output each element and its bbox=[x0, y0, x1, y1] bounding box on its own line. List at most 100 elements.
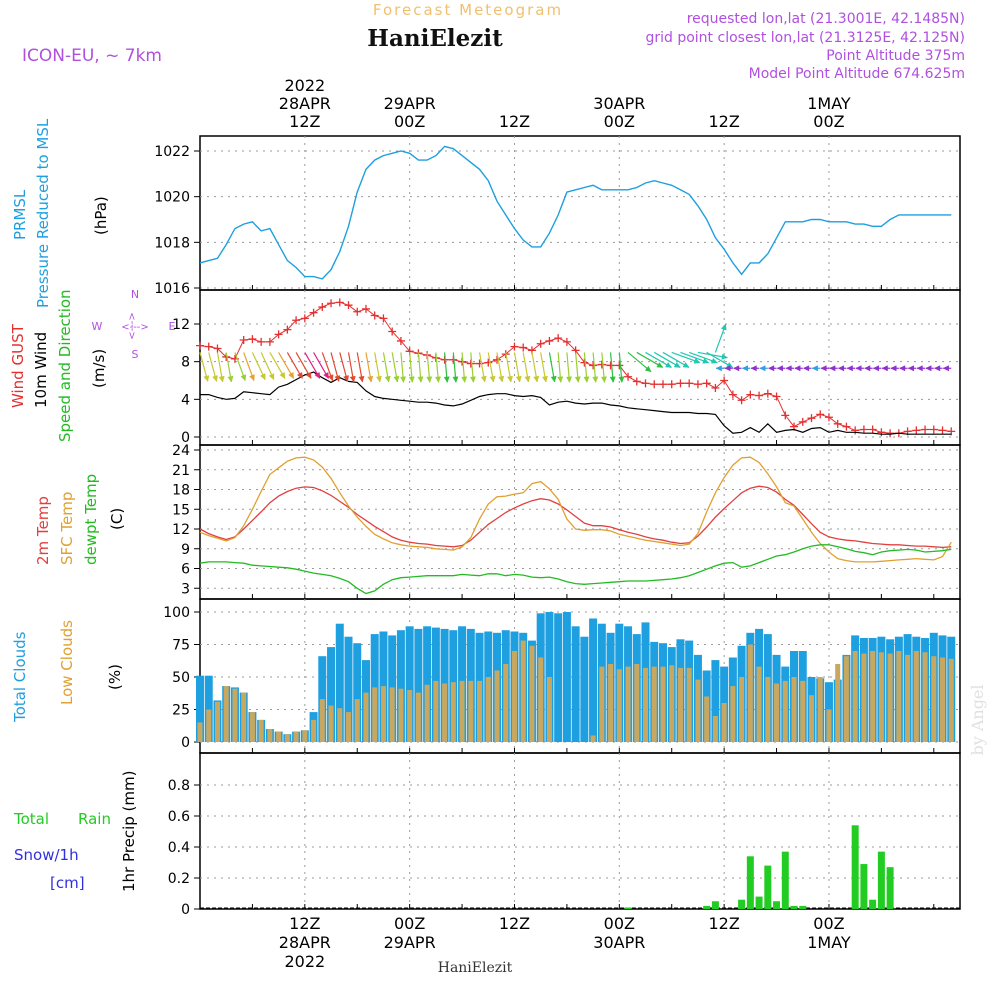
gust-marker bbox=[562, 337, 571, 346]
wind-arrow-head bbox=[846, 365, 853, 372]
wind-direction-label: Speed and Direction bbox=[56, 289, 74, 442]
gust-marker bbox=[702, 379, 711, 388]
low-cloud-bar bbox=[712, 716, 718, 742]
wind-arrow-head bbox=[829, 365, 836, 372]
wind-arrow-head bbox=[693, 357, 701, 364]
gust-marker bbox=[728, 390, 737, 399]
total-cloud-bar bbox=[711, 660, 720, 742]
low-cloud-bar bbox=[354, 699, 360, 742]
wind-arrow-head bbox=[925, 365, 932, 372]
gust-marker bbox=[859, 425, 868, 434]
temp-2m-line bbox=[199, 485, 952, 549]
low-cloud-bar bbox=[843, 656, 849, 742]
gust-marker bbox=[248, 335, 257, 344]
total-cloud-bar bbox=[327, 647, 336, 742]
gust-marker bbox=[816, 410, 825, 419]
gust-marker bbox=[536, 339, 545, 348]
low-cloud-bar bbox=[258, 719, 264, 742]
clouds-y-tick-label: 0 bbox=[181, 735, 190, 751]
wind-arrow-head bbox=[550, 375, 557, 383]
gust-marker bbox=[763, 389, 772, 398]
wind-arrow-head bbox=[600, 376, 607, 383]
gust-marker bbox=[711, 384, 720, 393]
total-cloud-bar bbox=[589, 618, 598, 742]
low-cloud-bar bbox=[765, 677, 771, 742]
temp-sfc-label: SFC Temp bbox=[58, 492, 76, 565]
bottom-time-label: 30APR bbox=[593, 933, 645, 952]
total-cloud-bar bbox=[196, 675, 204, 742]
wind-arrow-head bbox=[916, 365, 923, 372]
gust-marker bbox=[842, 422, 851, 431]
wind-arrow-head bbox=[811, 365, 818, 372]
low-cloud-bar bbox=[800, 680, 806, 742]
temp-y-tick-label: 9 bbox=[181, 542, 190, 558]
gust-marker bbox=[597, 360, 606, 369]
rain-bar bbox=[851, 825, 859, 909]
clouds-y-tick-label: 50 bbox=[172, 670, 190, 686]
total-cloud-bar bbox=[335, 623, 344, 742]
low-cloud-bar bbox=[380, 686, 386, 742]
bottom-time-label: 1MAY bbox=[807, 933, 851, 952]
top-time-label: 00Z bbox=[394, 112, 425, 131]
low-cloud-bar bbox=[878, 652, 884, 742]
top-time-label: 28APR bbox=[279, 94, 331, 113]
temp-y-tick-label: 21 bbox=[172, 463, 190, 479]
low-cloud-bar bbox=[511, 651, 517, 742]
top-time-label: 00Z bbox=[813, 112, 844, 131]
wind-arrow-head bbox=[759, 365, 766, 372]
gust-marker bbox=[361, 304, 370, 313]
gust-marker bbox=[335, 298, 344, 307]
top-title: Forecast Meteogram bbox=[373, 1, 563, 19]
temp-panel: 3 6 9 12 15 18 21 24 bbox=[172, 443, 961, 600]
wind-arrow-head bbox=[750, 365, 757, 372]
gust-marker bbox=[300, 314, 309, 323]
watermark: by Angel bbox=[968, 684, 987, 755]
wind-arrow-head bbox=[541, 375, 548, 383]
top-time-label: 29APR bbox=[384, 94, 436, 113]
temp-y-tick-label: 12 bbox=[172, 522, 190, 538]
low-cloud-bar bbox=[485, 677, 491, 742]
gust-marker bbox=[396, 336, 405, 345]
gust-marker bbox=[327, 299, 336, 308]
gust-marker bbox=[213, 344, 222, 353]
low-cloud-bar bbox=[249, 712, 255, 742]
low-cloud-bar bbox=[774, 683, 780, 742]
pressure-y-tick-label: 1018 bbox=[154, 235, 190, 251]
precip-panel: 0 0.2 0.4 0.6 0.8 bbox=[168, 752, 961, 918]
low-cloud-bar bbox=[311, 719, 317, 742]
wind-arrow-head bbox=[296, 372, 303, 379]
low-cloud-bar bbox=[241, 692, 247, 742]
wind-arrow-head bbox=[384, 375, 391, 383]
low-cloud-bar bbox=[922, 652, 928, 742]
prmsl-label: PRMSL bbox=[11, 189, 29, 240]
low-cloud-bar bbox=[372, 687, 378, 742]
pressure-line bbox=[199, 145, 952, 280]
low-cloud-bar bbox=[808, 695, 814, 742]
low-cloud-bar bbox=[870, 651, 876, 742]
wind-line bbox=[200, 371, 952, 435]
precip-y-tick-label: 0 bbox=[181, 902, 190, 918]
cloud-panel-labels: Total Clouds Low Clouds (%) bbox=[11, 620, 124, 723]
gust-marker bbox=[283, 325, 292, 334]
gust-marker bbox=[912, 426, 921, 435]
wind-panel-labels: Wind GUST 10m Wind Speed and Direction (… bbox=[9, 288, 176, 442]
wind-arrow-head bbox=[872, 365, 880, 372]
bottom-time-label: 29APR bbox=[384, 933, 436, 952]
footer-station: HaniElezit bbox=[438, 960, 513, 976]
wind-arrow-head bbox=[452, 376, 459, 383]
gust-marker bbox=[204, 342, 213, 351]
low-clouds-label: Low Clouds bbox=[58, 620, 76, 705]
pressure-y-tick-label: 1022 bbox=[154, 144, 190, 160]
total-cloud-bar bbox=[204, 675, 213, 742]
gust-marker bbox=[746, 390, 755, 399]
wind-arrow-head bbox=[343, 375, 349, 382]
gust-marker bbox=[632, 377, 641, 386]
wind-arrow-head bbox=[305, 372, 312, 379]
clouds-y-tick-label: 25 bbox=[172, 703, 190, 719]
gust-marker bbox=[886, 429, 895, 438]
low-cloud-bar bbox=[896, 651, 902, 742]
wind-arrow-head bbox=[443, 376, 450, 383]
pressure-y-tick-label: 1016 bbox=[154, 281, 190, 297]
wind-arrow-head bbox=[618, 376, 625, 383]
wind-arrow-head bbox=[279, 372, 286, 379]
